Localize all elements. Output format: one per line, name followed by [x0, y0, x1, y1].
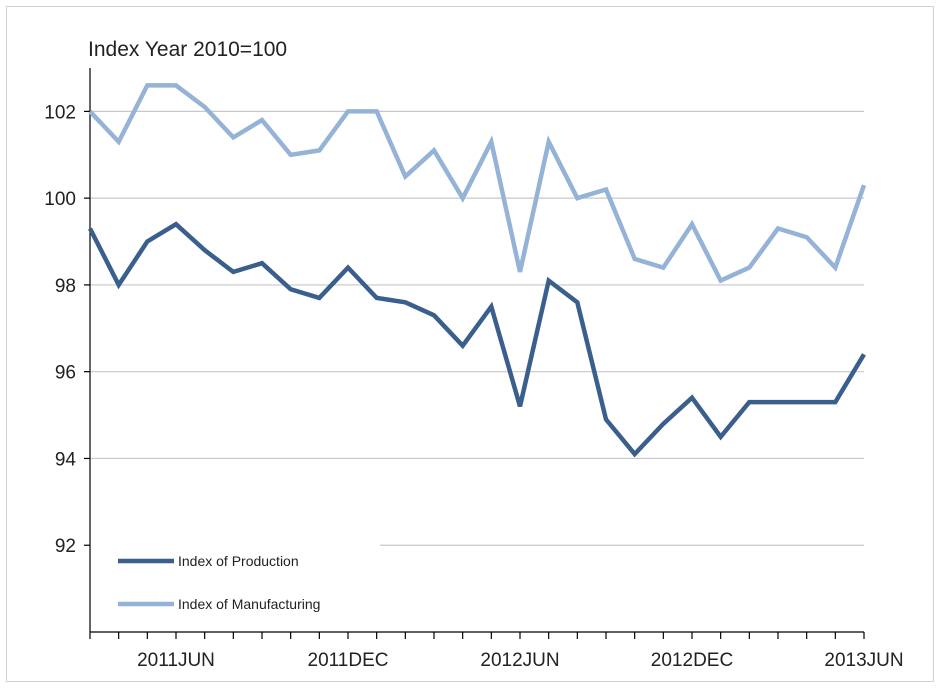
gridlines: [90, 110, 864, 546]
y-tick-label: 98: [55, 276, 76, 297]
series-lines: [87, 83, 867, 458]
legend: Index of Production Index of Manufacturin…: [118, 553, 320, 612]
x-tick-label: 2012JUN: [480, 650, 559, 671]
chart-frame: [6, 6, 934, 682]
legend-label: Index of Manufacturing: [178, 596, 320, 612]
y-tick-labels: 92 94 96 98 100 102: [44, 102, 76, 557]
y-tick-label: 102: [44, 102, 76, 123]
x-tick-labels: 2011JUN 2011DEC 2012JUN 2012DEC 2013JUN: [137, 650, 904, 671]
y-tick-label: 92: [55, 536, 76, 557]
chart-title: Index Year 2010=100: [88, 38, 287, 61]
series-line-index-of-production: [87, 221, 866, 458]
x-tick-label: 2011JUN: [137, 650, 215, 671]
x-tick-label: 2012DEC: [651, 650, 733, 671]
y-tick-label: 100: [44, 189, 76, 210]
y-tick-label: 94: [55, 449, 77, 470]
x-tick-label: 2013JUN: [824, 650, 903, 671]
axes: [84, 68, 865, 639]
x-tick-label: 2011DEC: [308, 650, 389, 671]
legend-label: Index of Production: [178, 553, 299, 569]
y-tick-label: 96: [55, 363, 76, 384]
series-line-index-of-manufacturing: [88, 83, 867, 284]
